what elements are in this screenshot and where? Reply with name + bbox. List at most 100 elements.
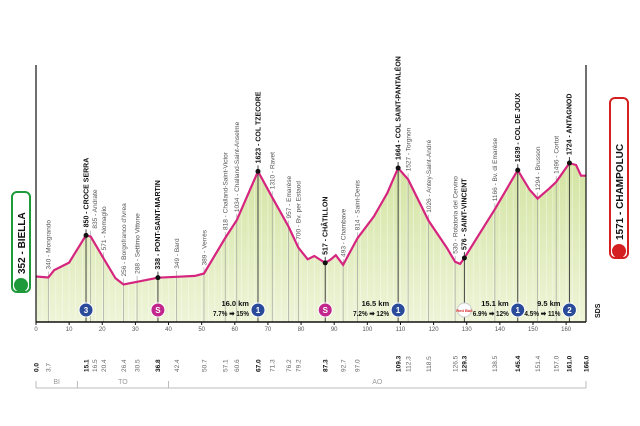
waypoint-km: 166.0 <box>583 355 590 372</box>
waypoint-km: 126.5 <box>452 355 459 372</box>
waypoint-km: 161.0 <box>567 355 574 372</box>
waypoint-label: 517 - CHÂTILLON <box>321 197 330 255</box>
waypoint-km: 0.0 <box>33 363 40 372</box>
waypoint-label: 1310 - Ravet <box>270 152 277 189</box>
waypoint-dot <box>461 255 467 261</box>
waypoint-dot <box>322 260 328 266</box>
red-bull-km-icon <box>456 302 472 318</box>
waypoint-label: 1034 - Challand-Saint-Anselme <box>234 121 241 212</box>
bike-icon <box>612 244 626 258</box>
climb-gradient: 6.9% ➡ 12% <box>473 309 509 318</box>
profile-line <box>35 161 586 286</box>
x-tick-label: 80 <box>298 327 305 333</box>
waypoint-label: 1664 - COL SAINT-PANTALÉON <box>393 56 402 160</box>
waypoint-km: 92.7 <box>340 359 347 372</box>
waypoint-km: 26.4 <box>121 359 128 372</box>
waypoint-label: 1623 - COL TZECORE <box>255 91 262 163</box>
waypoint-km: 57.1 <box>222 359 229 372</box>
x-tick-label: 50 <box>198 327 205 333</box>
waypoint-dot <box>515 167 521 173</box>
climb-length: 16.5 km <box>362 299 390 308</box>
climb-category-icon <box>390 302 406 318</box>
waypoint-km: 20.4 <box>101 359 108 372</box>
waypoint-km: 36.8 <box>155 359 162 372</box>
x-tick-label: 30 <box>132 327 139 333</box>
profile-area <box>36 163 586 322</box>
climb-length: 15.1 km <box>481 299 509 308</box>
climb-category-icon <box>561 302 577 318</box>
waypoint-label: 1294 - Brusson <box>535 146 542 190</box>
waypoint-km: 145.4 <box>515 355 522 372</box>
waypoint-km: 79.2 <box>296 359 303 372</box>
badge-text: 1 <box>516 306 521 315</box>
badge-text: S <box>155 306 161 315</box>
side-label: SDS <box>595 303 602 318</box>
region-label: BI <box>53 379 60 386</box>
climb-category-icon <box>250 302 266 318</box>
start-marker: 352 - BIELLA <box>11 191 31 293</box>
region-label: TO <box>118 379 128 386</box>
waypoint-dot <box>155 275 161 281</box>
x-tick-label: 110 <box>396 327 406 333</box>
x-tick-label: 10 <box>66 327 73 333</box>
waypoint-km: 42.4 <box>174 359 181 372</box>
waypoint-label: 957 - Emarèse <box>286 175 293 218</box>
x-tick-label: 70 <box>265 327 272 333</box>
climb-length: 9.5 km <box>537 299 561 308</box>
waypoint-km: 60.6 <box>234 359 241 372</box>
badge-text: 1 <box>256 306 261 315</box>
climb-gradient: 4.5% ➡ 11% <box>524 309 560 318</box>
waypoint-label: 571 - Nomaglio <box>101 206 108 250</box>
waypoint-label: 338 - PONT-SAINT-MARTIN <box>155 180 162 269</box>
waypoint-label: 850 - CROCE SERRA <box>83 158 90 228</box>
waypoint-km: 87.3 <box>323 359 330 372</box>
waypoint-km: 50.7 <box>201 359 208 372</box>
x-tick-label: 40 <box>165 327 172 333</box>
climb-gradient: 7.2% ➡ 12% <box>353 309 389 318</box>
waypoint-label: 1496 - Cortot <box>553 136 560 174</box>
waypoint-km: 118.5 <box>426 356 433 372</box>
climb-length: 16.0 km <box>221 299 249 308</box>
waypoint-dot <box>83 232 89 238</box>
waypoint-km: 30.5 <box>134 359 141 372</box>
waypoint-label: 818 - Challand-Saint-Victor <box>222 151 229 230</box>
waypoint-label: 576 - SAINT-VINCENT <box>462 178 469 250</box>
waypoint-label: 340 - Mongrando <box>46 220 53 270</box>
start-label: 352 - BIELLA <box>17 212 28 274</box>
waypoint-km: 151.4 <box>535 355 542 372</box>
waypoint-label: 814 - Saint-Denis <box>355 179 362 230</box>
bike-icon <box>14 278 28 292</box>
waypoint-km: 97.0 <box>355 359 362 372</box>
x-tick-label: 140 <box>495 327 506 333</box>
waypoint-dot <box>395 165 401 171</box>
waypoint-km: 157.0 <box>553 355 560 372</box>
waypoint-km: 3.7 <box>46 363 53 372</box>
waypoint-km: 76.2 <box>286 359 293 372</box>
region-label: AO <box>372 379 383 386</box>
climb-category-icon <box>510 302 526 318</box>
badge-text: 2 <box>567 306 572 315</box>
x-tick-label: 130 <box>462 327 473 333</box>
waypoint-km: 129.3 <box>462 355 469 372</box>
waypoint-label: 1026 - Antey-Saint-André <box>426 139 433 212</box>
waypoint-km: 71.3 <box>270 359 277 372</box>
waypoint-km: 15.1 <box>83 359 90 372</box>
waypoint-km: 112.3 <box>405 356 412 372</box>
waypoint-label: 1724 - ANTAGNOD <box>567 94 574 155</box>
badge-text: S <box>323 306 329 315</box>
waypoint-label: 1639 - COL DE JOUX <box>515 93 522 162</box>
finish-marker: 1571 - CHAMPOLUC <box>609 97 629 259</box>
waypoint-km: 109.3 <box>395 355 402 372</box>
finish-label: 1571 - CHAMPOLUC <box>615 144 626 240</box>
badge-text: 3 <box>84 306 89 315</box>
badge-text: 1 <box>396 306 401 315</box>
x-tick-label: 0 <box>34 327 38 333</box>
badge-text: Red Bull <box>456 308 472 313</box>
x-tick-label: 160 <box>561 327 572 333</box>
waypoint-label: 1527 - Torgnon <box>405 127 412 171</box>
sprint-icon <box>317 302 333 318</box>
x-tick-label: 150 <box>528 327 539 333</box>
waypoint-label: 835 - Andrate <box>92 189 99 228</box>
waypoint-km: 138.5 <box>492 355 499 372</box>
